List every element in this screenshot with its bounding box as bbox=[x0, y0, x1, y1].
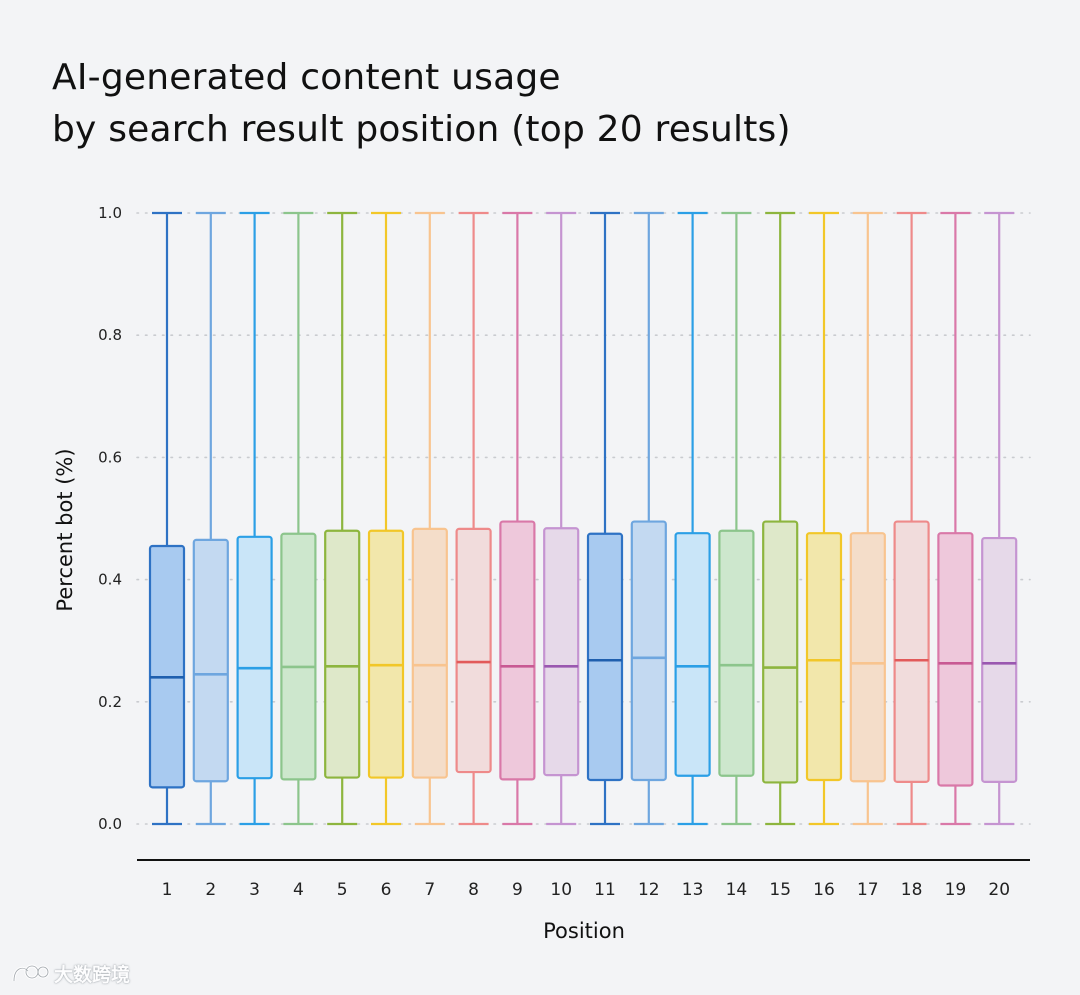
x-tick-label: 18 bbox=[901, 880, 923, 900]
box-iqr bbox=[586, 532, 624, 782]
box-position-3 bbox=[236, 211, 273, 826]
box-position-13 bbox=[674, 211, 711, 826]
x-tick-label: 20 bbox=[988, 880, 1010, 900]
box-position-8 bbox=[455, 211, 492, 826]
box-iqr bbox=[674, 532, 711, 777]
box-iqr bbox=[893, 520, 930, 783]
box-iqr bbox=[849, 532, 886, 783]
chart-title-line-2: by search result position (top 20 result… bbox=[52, 109, 791, 150]
chart-title-line-1: AI-generated content usage bbox=[52, 57, 561, 98]
box-iqr bbox=[411, 527, 448, 779]
box-position-10 bbox=[543, 211, 580, 826]
y-tick-label: 0.2 bbox=[98, 693, 122, 711]
chart-title: AI-generated content usage by search res… bbox=[52, 52, 791, 156]
box-iqr bbox=[937, 532, 974, 787]
x-tick-label: 5 bbox=[337, 880, 348, 900]
y-tick-label: 0.8 bbox=[98, 326, 122, 344]
box-position-19 bbox=[937, 211, 974, 826]
box-position-17 bbox=[849, 211, 886, 826]
x-tick-label: 19 bbox=[945, 880, 967, 900]
box-position-18 bbox=[893, 211, 930, 826]
box-iqr bbox=[762, 520, 799, 784]
box-iqr bbox=[718, 529, 755, 777]
box-iqr bbox=[499, 520, 536, 781]
x-tick-label: 6 bbox=[381, 880, 392, 900]
x-tick-label: 4 bbox=[293, 880, 304, 900]
x-tick-label: 15 bbox=[769, 880, 791, 900]
logo-icon bbox=[12, 964, 50, 981]
box-iqr bbox=[236, 535, 273, 780]
box-iqr bbox=[324, 529, 361, 779]
box-series bbox=[148, 211, 1018, 826]
box-position-7 bbox=[411, 211, 448, 826]
box-position-5 bbox=[324, 211, 361, 826]
x-tick-label: 17 bbox=[857, 880, 879, 900]
box-iqr bbox=[280, 532, 317, 781]
x-tick-label: 2 bbox=[205, 880, 216, 900]
box-position-9 bbox=[499, 211, 536, 826]
box-iqr bbox=[543, 527, 580, 777]
box-position-6 bbox=[367, 211, 405, 826]
x-axis-ticks: 1 2 3 4 5 6 7 8 9 10 11 12 13 14 15 16 17 18 19 20 bbox=[162, 880, 1010, 900]
x-tick-label: 8 bbox=[468, 880, 479, 900]
box-position-4 bbox=[280, 211, 317, 826]
x-tick-label: 3 bbox=[249, 880, 260, 900]
box-position-12 bbox=[630, 211, 667, 826]
box-position-15 bbox=[762, 211, 799, 826]
x-tick-label: 16 bbox=[813, 880, 835, 900]
x-axis-title: Position bbox=[543, 919, 625, 943]
x-tick-label: 10 bbox=[550, 880, 572, 900]
y-tick-label: 1.0 bbox=[98, 204, 122, 222]
y-tick-label: 0.6 bbox=[98, 448, 122, 466]
box-iqr bbox=[805, 532, 843, 782]
x-tick-label: 1 bbox=[162, 880, 173, 900]
box-position-16 bbox=[805, 211, 843, 826]
watermark-text: 大数跨境 bbox=[54, 964, 131, 986]
box-position-1 bbox=[148, 211, 186, 826]
x-tick-label: 9 bbox=[512, 880, 523, 900]
box-iqr bbox=[148, 544, 186, 789]
box-iqr bbox=[192, 538, 229, 783]
watermark: 大数跨境 bbox=[10, 960, 130, 987]
box-iqr bbox=[367, 529, 405, 779]
box-iqr bbox=[981, 536, 1018, 783]
box-position-2 bbox=[192, 211, 229, 826]
x-tick-label: 14 bbox=[726, 880, 748, 900]
y-axis-ticks: 0.0 0.2 0.4 0.6 0.8 1.0 bbox=[98, 204, 122, 833]
x-tick-label: 13 bbox=[682, 880, 704, 900]
box-position-14 bbox=[718, 211, 755, 826]
box-iqr bbox=[630, 520, 667, 782]
box-iqr bbox=[455, 527, 492, 774]
y-tick-label: 0.0 bbox=[98, 815, 122, 833]
x-tick-label: 7 bbox=[424, 880, 435, 900]
x-tick-label: 11 bbox=[594, 880, 616, 900]
y-tick-label: 0.4 bbox=[98, 571, 122, 589]
box-position-20 bbox=[981, 211, 1018, 826]
box-position-11 bbox=[586, 211, 624, 826]
x-tick-label: 12 bbox=[638, 880, 660, 900]
y-axis-title: Percent bot (%) bbox=[53, 448, 77, 611]
